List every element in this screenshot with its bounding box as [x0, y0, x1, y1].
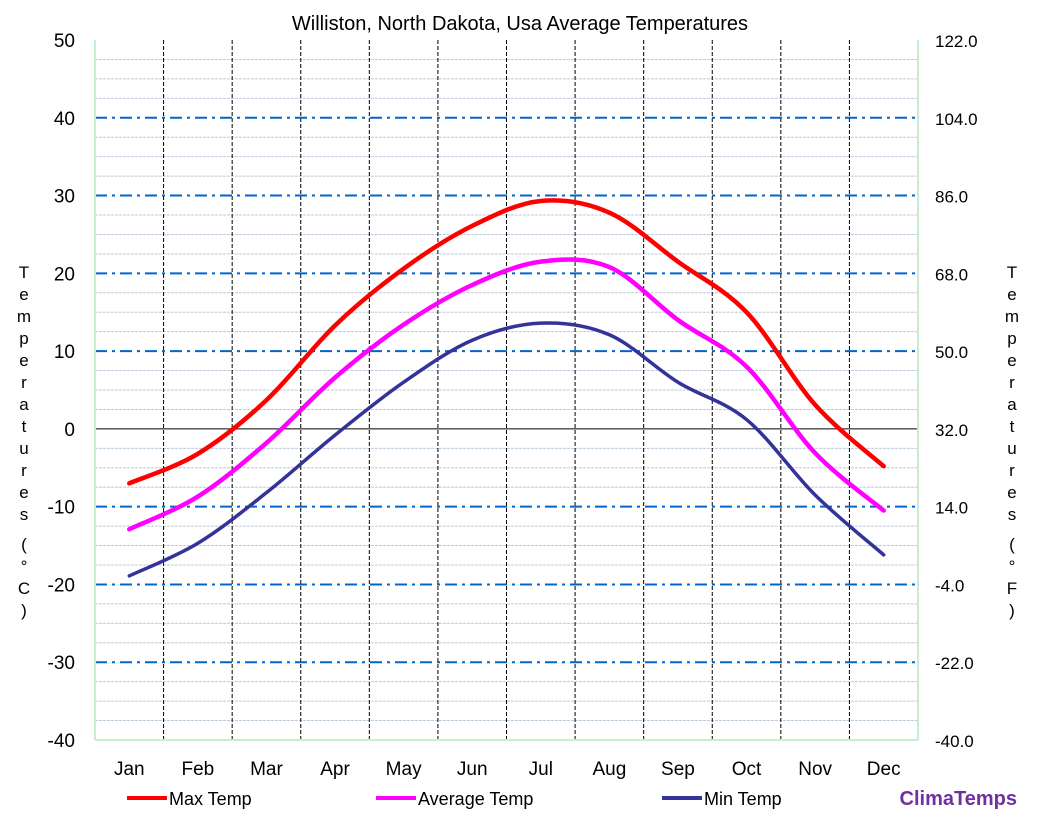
- x-tick-label: May: [386, 759, 422, 780]
- y-axis-label: m: [17, 307, 31, 326]
- x-tick-label: Apr: [320, 759, 350, 780]
- y2-axis-label: e: [1007, 483, 1016, 502]
- y-tick-label: 10: [54, 342, 75, 363]
- y-axis-label: u: [19, 439, 28, 458]
- y-tick-label: 0: [64, 420, 75, 441]
- y-tick-label: -10: [48, 498, 75, 519]
- legend-label: Min Temp: [704, 789, 782, 809]
- y2-tick-label: 104.0: [935, 110, 978, 129]
- y-axis-label: e: [19, 285, 28, 304]
- y2-axis-label: T: [1007, 263, 1017, 282]
- y-axis-label: p: [19, 329, 28, 348]
- y-axis-label: (: [21, 535, 27, 554]
- y-axis-label: s: [20, 505, 29, 524]
- y2-axis-label: s: [1008, 505, 1017, 524]
- x-tick-label: Sep: [661, 759, 695, 780]
- y-axis-label: e: [19, 351, 28, 370]
- y-axis-label: °: [21, 557, 28, 576]
- y2-tick-label: 50.0: [935, 343, 968, 362]
- y2-axis-label: e: [1007, 351, 1016, 370]
- x-tick-label: Dec: [867, 759, 901, 780]
- y2-axis-label: a: [1007, 395, 1017, 414]
- x-tick-label: Jun: [457, 759, 488, 780]
- x-tick-label: Jul: [529, 759, 553, 780]
- series-line-max-temp: [127, 198, 886, 486]
- y-tick-label: 20: [54, 264, 75, 285]
- y2-axis-label: ): [1009, 601, 1015, 620]
- y2-tick-label: 14.0: [935, 499, 968, 518]
- y-tick-label: -40: [48, 731, 75, 752]
- series-line-average-temp: [127, 257, 886, 532]
- y2-tick-label: 32.0: [935, 421, 968, 440]
- y2-tick-label: 86.0: [935, 188, 968, 207]
- y-axis-label: T: [19, 263, 29, 282]
- y2-tick-label: -22.0: [935, 654, 974, 673]
- y2-axis-label: u: [1007, 439, 1016, 458]
- y2-axis-label: (: [1009, 535, 1015, 554]
- y-axis-label: r: [21, 373, 27, 392]
- y2-tick-label: -4.0: [935, 576, 964, 595]
- y-tick-label: -20: [48, 575, 75, 596]
- x-tick-label: Oct: [732, 759, 762, 780]
- x-tick-label: Nov: [798, 759, 832, 780]
- y2-axis-label: r: [1009, 373, 1015, 392]
- legend-label: Average Temp: [418, 789, 533, 809]
- y2-axis-label: e: [1007, 285, 1016, 304]
- chart-title: Williston, North Dakota, Usa Average Tem…: [292, 13, 748, 35]
- x-tick-label: Jan: [114, 759, 145, 780]
- y-axis-label: r: [21, 461, 27, 480]
- y-tick-label: -30: [48, 653, 75, 674]
- series-line-min-temp: [127, 321, 886, 578]
- y2-axis-label: t: [1010, 417, 1015, 436]
- y2-axis-label: F: [1007, 579, 1017, 598]
- y-axis-label: C: [18, 579, 30, 598]
- y-tick-label: 30: [54, 187, 75, 208]
- y-axis-label: t: [22, 417, 27, 436]
- y-axis-label: a: [19, 395, 29, 414]
- y2-tick-label: -40.0: [935, 732, 974, 751]
- y2-axis-label: °: [1009, 557, 1016, 576]
- x-tick-label: Feb: [182, 759, 215, 780]
- x-tick-label: Aug: [592, 759, 626, 780]
- legend-label: Max Temp: [169, 789, 252, 809]
- y2-axis-label: p: [1007, 329, 1016, 348]
- y2-axis-label: r: [1009, 461, 1015, 480]
- y-axis-label: e: [19, 483, 28, 502]
- x-tick-label: Mar: [250, 759, 283, 780]
- y2-axis-label: m: [1005, 307, 1019, 326]
- y2-tick-label: 122.0: [935, 32, 978, 51]
- y2-tick-label: 68.0: [935, 265, 968, 284]
- y-axis-label: ): [21, 601, 27, 620]
- brand-logo: ClimaTemps: [900, 788, 1017, 810]
- y-tick-label: 50: [54, 31, 75, 52]
- y-tick-label: 40: [54, 109, 75, 130]
